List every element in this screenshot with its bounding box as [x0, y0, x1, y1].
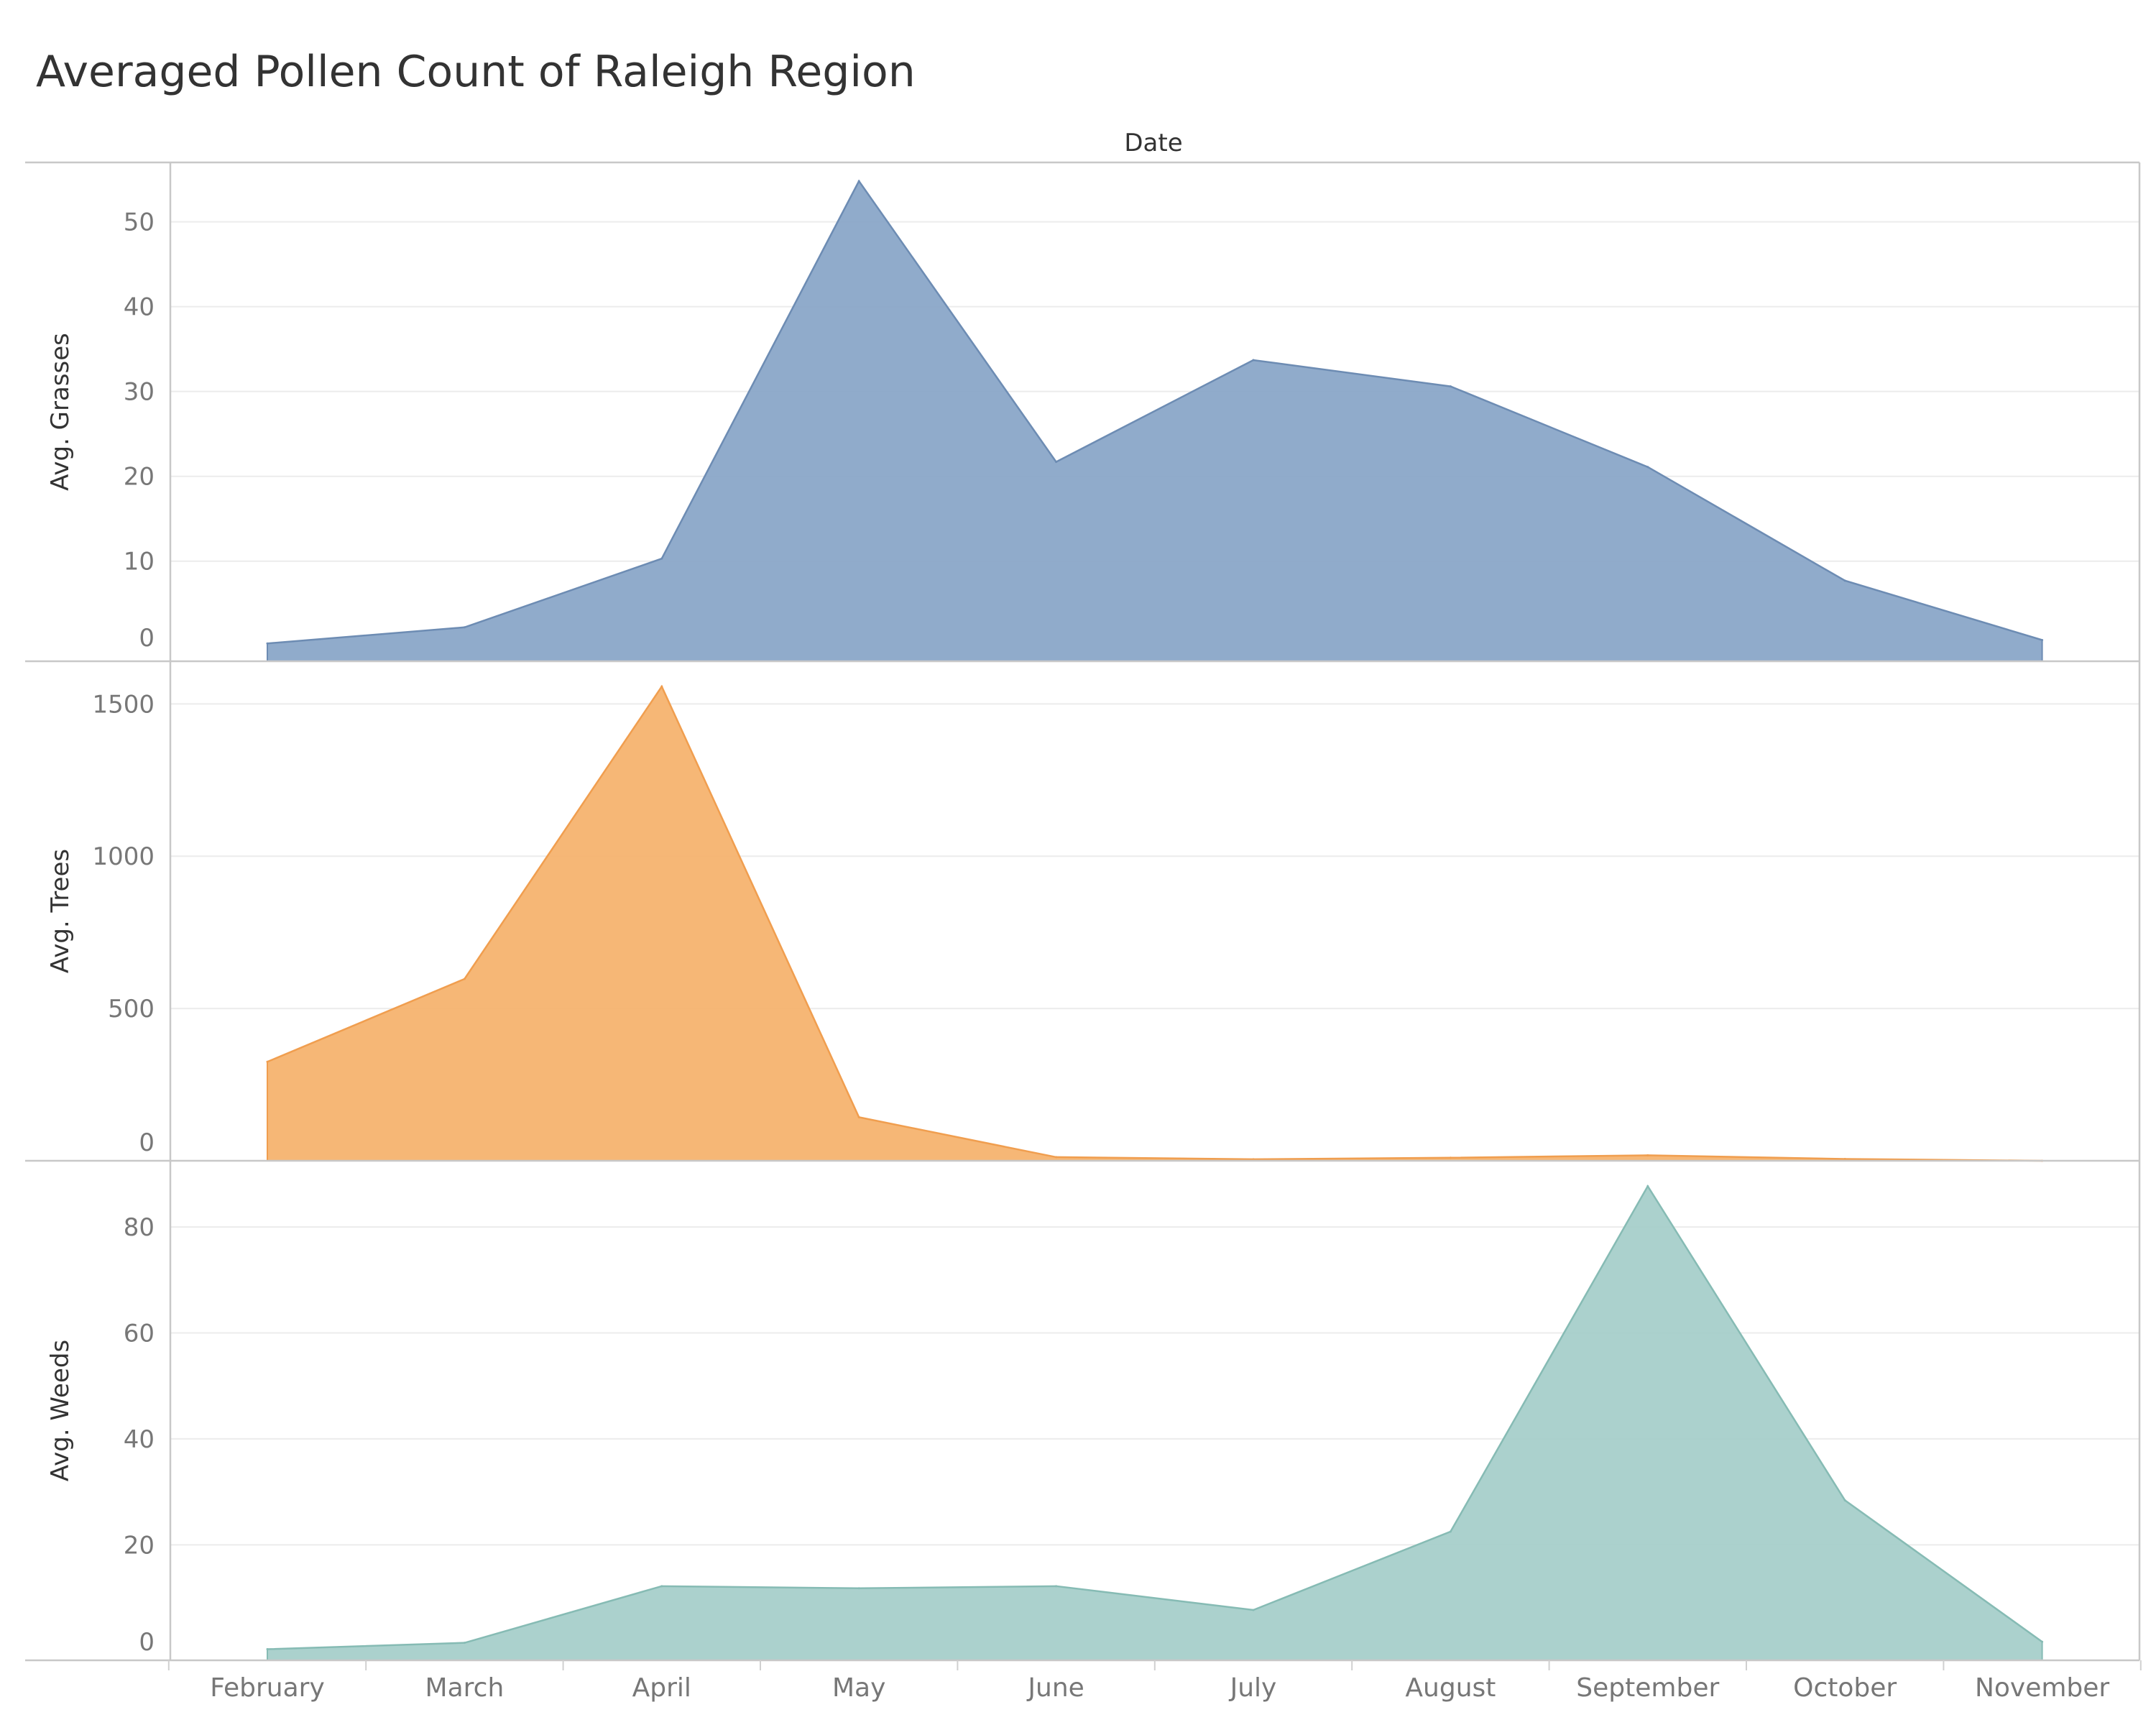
data-point — [1646, 1184, 1649, 1187]
data-point — [1055, 1585, 1058, 1588]
data-point — [463, 626, 466, 629]
chart-title: Averaged Pollen Count of Raleigh Region — [36, 47, 916, 97]
y-tick-label: 50 — [124, 208, 155, 237]
y-tick-label: 0 — [139, 1628, 155, 1657]
panel-2: 0 500 1000 1500 Avg. Trees — [25, 684, 2139, 1162]
y-tick-label: 10 — [124, 548, 155, 576]
y-tick-label: 1000 — [92, 842, 155, 871]
y-axis-label: Avg. Trees — [46, 849, 75, 973]
data-point — [1252, 359, 1255, 362]
area-line-1 — [267, 179, 2042, 645]
x-tick-label: June — [1026, 1673, 1084, 1703]
y-tick-label: 40 — [124, 1425, 155, 1454]
data-point — [660, 1585, 663, 1588]
data-point — [857, 1116, 860, 1118]
area-3 — [267, 1186, 2042, 1660]
y-axis-label: Avg. Grasses — [46, 333, 75, 491]
data-point — [2041, 1640, 2044, 1643]
x-tick-label: May — [832, 1673, 885, 1703]
data-point — [660, 685, 663, 688]
data-point — [1449, 1156, 1452, 1159]
x-tick-label: March — [425, 1673, 505, 1703]
data-point — [463, 1642, 466, 1644]
y-tick-label: 40 — [124, 293, 155, 322]
data-point — [1449, 385, 1452, 388]
x-tick-label: September — [1576, 1673, 1719, 1703]
data-point — [266, 1648, 269, 1651]
data-point — [660, 557, 663, 560]
data-point — [857, 1587, 860, 1590]
panel-3: 0 20 40 60 80 Avg. Weeds — [25, 1184, 2139, 1662]
area-2 — [267, 686, 2042, 1161]
area-1 — [267, 180, 2042, 661]
y-tick-label: 1500 — [92, 690, 155, 719]
y-tick-label: 20 — [124, 1531, 155, 1560]
data-point — [1843, 1157, 1846, 1160]
data-point — [266, 642, 269, 645]
area-line-3 — [267, 1184, 2043, 1650]
data-point — [1252, 1609, 1255, 1611]
area-line-2 — [267, 684, 2042, 1162]
column-header-date: Date — [1124, 129, 1182, 157]
x-tick-label: July — [1229, 1673, 1277, 1703]
data-point — [1843, 1499, 1846, 1501]
data-point — [1646, 1154, 1649, 1156]
data-point — [1252, 1158, 1255, 1161]
x-tick-label: August — [1405, 1673, 1496, 1703]
data-point — [1055, 1156, 1058, 1159]
x-tick-label: October — [1793, 1673, 1897, 1703]
data-point — [463, 978, 466, 980]
y-tick-label: 80 — [124, 1213, 155, 1242]
panels: 0 10 20 30 40 50 Avg. Grasses 0 500 1000 1500 Avg. … — [25, 161, 2141, 1662]
x-tick-label: April — [632, 1673, 691, 1703]
y-tick-label: 30 — [124, 378, 155, 407]
y-tick-label: 0 — [139, 624, 155, 653]
data-point — [1055, 461, 1058, 464]
data-point — [1646, 466, 1649, 469]
y-tick-label: 20 — [124, 463, 155, 492]
y-tick-label: 500 — [108, 995, 155, 1024]
y-tick-label: 0 — [139, 1128, 155, 1157]
data-point — [2041, 638, 2044, 641]
data-point — [1843, 579, 1846, 582]
x-tick-label: November — [1975, 1673, 2109, 1703]
data-point — [1449, 1530, 1452, 1533]
data-point — [266, 1060, 269, 1063]
x-axis: February March April May June July August Septe… — [167, 1660, 2142, 1703]
y-axis-label: Avg. Weeds — [46, 1340, 75, 1481]
data-point — [857, 180, 860, 183]
x-tick-label: February — [210, 1673, 325, 1703]
panel-1: 0 10 20 30 40 50 Avg. Grasses — [25, 179, 2139, 663]
y-tick-label: 60 — [124, 1320, 155, 1348]
